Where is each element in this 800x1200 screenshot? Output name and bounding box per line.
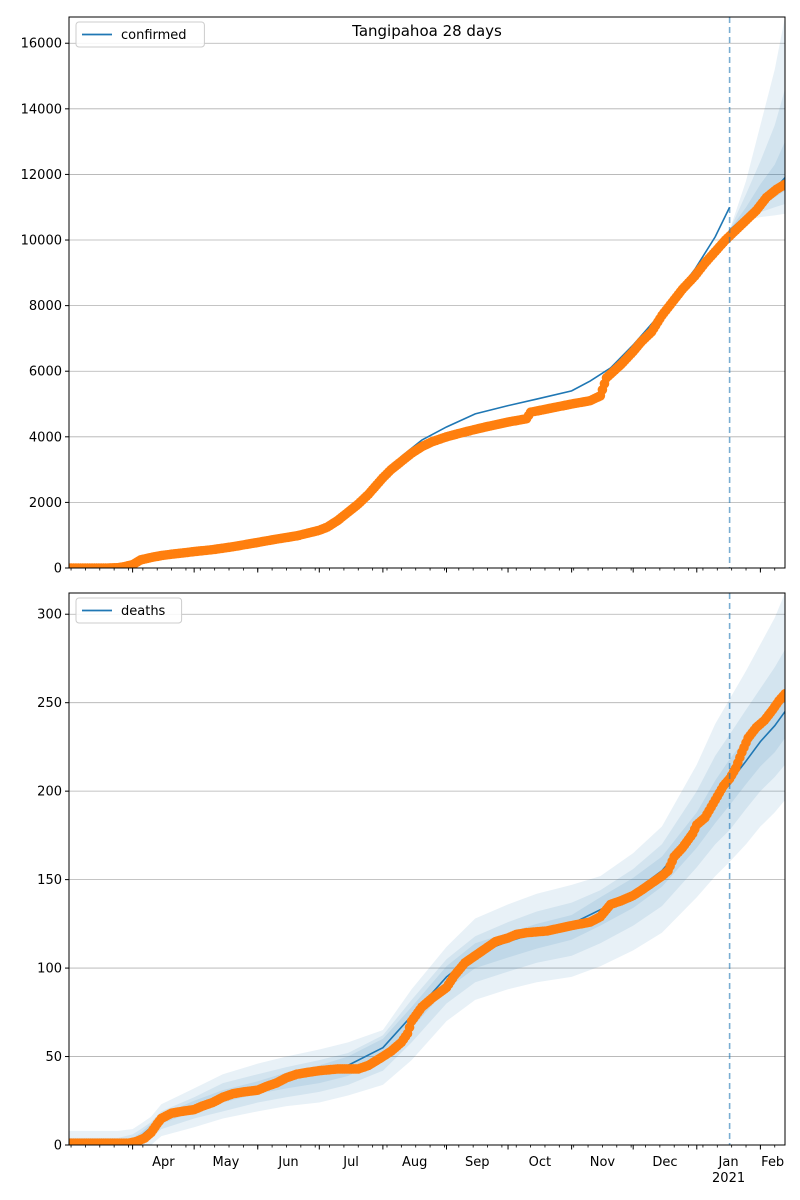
observed-point — [780, 179, 785, 190]
observed-point — [780, 689, 785, 699]
plot-area — [69, 17, 785, 568]
y-tick-label: 16000 — [21, 37, 62, 52]
y-tick-label: 10000 — [21, 234, 62, 249]
y-tick-label: 2000 — [29, 496, 62, 511]
plot-area — [69, 593, 785, 1145]
x-tick-label: Nov — [590, 1155, 616, 1170]
x-tick-label: Oct — [529, 1155, 551, 1170]
y-tick-label: 0 — [54, 1139, 62, 1154]
x-tick-label: Sep — [465, 1155, 490, 1170]
y-tick-label: 4000 — [29, 430, 62, 445]
legend-box — [75, 597, 183, 624]
y-tick-label: 300 — [37, 608, 62, 623]
x-tick-sublabel: 2021 — [712, 1171, 745, 1186]
y-tick-label: 8000 — [29, 299, 62, 314]
legend-box — [75, 21, 205, 48]
uncertainty-band — [69, 649, 785, 1145]
x-tick-label: Dec — [652, 1155, 677, 1170]
x-tick-label: Apr — [152, 1155, 175, 1170]
x-tick-label: Jan — [718, 1155, 739, 1170]
y-tick-label: 14000 — [21, 102, 62, 117]
legend-label: deaths — [121, 604, 166, 619]
x-tick-label: Feb — [761, 1155, 784, 1170]
confirmed-panel: 0 2000 4000 6000 8000 10000 12000 14000 16000 Tan… — [21, 16, 786, 577]
x-tick-label: Jun — [277, 1155, 298, 1170]
x-tick-label: May — [213, 1155, 240, 1170]
uncertainty-band — [729, 17, 785, 231]
y-tick-label: 100 — [37, 962, 62, 977]
chart-title: Tangipahoa 28 days — [351, 22, 502, 40]
uncertainty-band — [69, 593, 785, 1145]
y-tick-label: 0 — [54, 562, 62, 577]
y-tick-label: 6000 — [29, 365, 62, 380]
y-tick-label: 250 — [37, 696, 62, 711]
legend-label: confirmed — [121, 28, 187, 43]
axes-frame — [68, 592, 786, 1146]
y-tick-label: 150 — [37, 873, 62, 888]
y-tick-label: 12000 — [21, 168, 62, 183]
x-tick-label: Aug — [402, 1155, 427, 1170]
x-tick-label: Jul — [342, 1155, 359, 1170]
axes-frame — [68, 16, 786, 569]
y-tick-label: 200 — [37, 785, 62, 800]
deaths-panel: 0 50 100 150 200 250 300 Apr May Jun Jul Aug Sep Oct N… — [37, 592, 786, 1186]
y-tick-label: 50 — [45, 1050, 62, 1065]
